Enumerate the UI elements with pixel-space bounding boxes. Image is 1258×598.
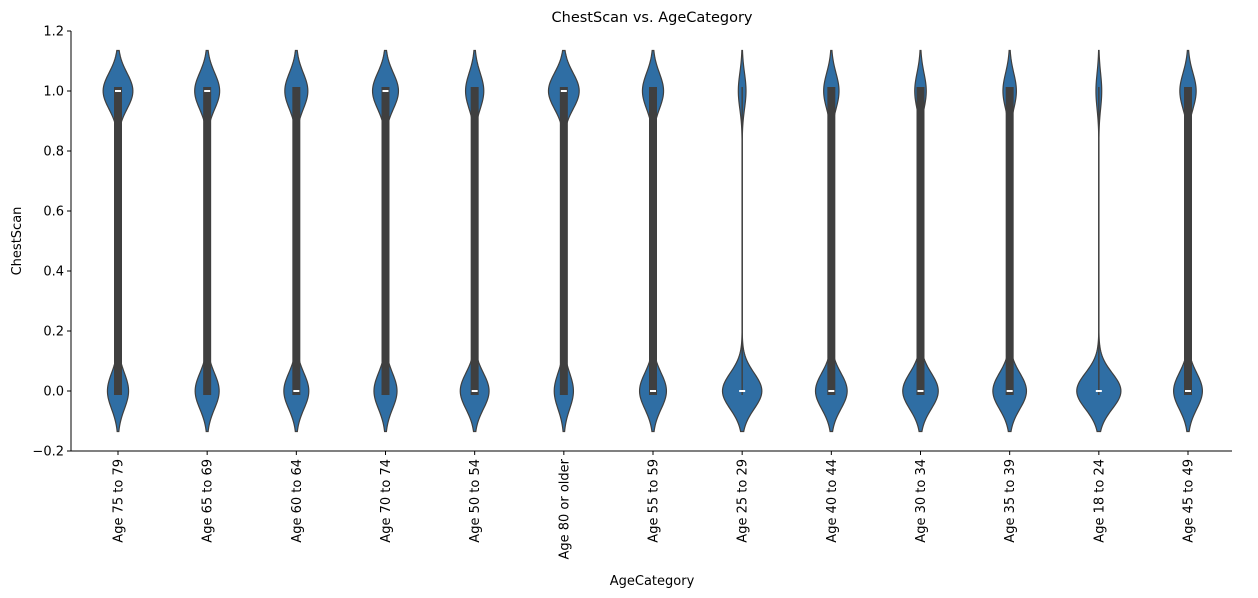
x-tick-label: Age 18 to 24	[1092, 459, 1107, 543]
y-tick-label: 0.4	[43, 265, 64, 280]
x-tick-label: Age 65 to 69	[201, 459, 216, 543]
violin-iqr-box	[916, 87, 925, 395]
x-tick-label: Age 75 to 79	[112, 459, 127, 543]
x-tick-label: Age 40 to 44	[825, 459, 840, 543]
violin-iqr-box	[292, 87, 301, 395]
violins	[102, 49, 1203, 433]
violin-iqr-box	[649, 87, 657, 395]
violin-median	[917, 390, 924, 392]
violin-iqr-box	[1184, 87, 1192, 395]
violin-iqr-box	[1005, 87, 1014, 395]
y-tick-label: 0.0	[43, 385, 64, 400]
x-tick-label: Age 55 to 59	[647, 459, 662, 543]
x-tick-label: Age 60 to 64	[290, 459, 305, 543]
x-tick-label: Age 45 to 49	[1182, 459, 1197, 543]
y-axis-label: ChestScan	[10, 207, 25, 276]
y-tick-label: 0.6	[43, 205, 64, 220]
x-tick-label: Age 50 to 54	[468, 459, 483, 543]
violin-median	[1006, 390, 1013, 392]
x-tick-label: Age 35 to 39	[1003, 459, 1018, 543]
violin-median	[471, 390, 478, 392]
y-tick-label: 1.0	[43, 85, 64, 100]
x-tick-label: Age 25 to 29	[736, 459, 751, 543]
violin-median	[560, 90, 567, 92]
violin-median	[204, 90, 211, 92]
violin-iqr-box	[381, 87, 390, 395]
violin-median	[1185, 390, 1191, 392]
violin-median	[739, 390, 746, 392]
violin-median	[1095, 390, 1102, 392]
violin-iqr-box	[559, 87, 568, 395]
x-tick-label: Age 80 or older	[557, 458, 572, 559]
violin-iqr-box	[470, 87, 479, 395]
y-tick-label: −0.2	[32, 445, 64, 460]
axes	[70, 31, 1232, 452]
x-tick-label: Age 70 to 74	[379, 459, 394, 543]
y-tick-label: 0.2	[43, 325, 64, 340]
x-axis-label: AgeCategory	[610, 574, 695, 589]
y-tick-label: 1.2	[43, 25, 64, 40]
violin-median	[650, 390, 656, 392]
violin-median	[382, 90, 389, 92]
violin-median	[115, 90, 121, 92]
violin-iqr-box	[827, 87, 836, 395]
y-tick-label: 0.8	[43, 145, 64, 160]
chart-title: ChestScan vs. AgeCategory	[552, 10, 753, 26]
violin-median	[293, 390, 300, 392]
x-tick-label: Age 30 to 34	[914, 459, 929, 543]
y-ticks: −0.2 0.0 0.2 0.4 0.6 0.8 1.0 1.2	[32, 25, 71, 460]
x-ticks: Age 75 to 79 Age 65 to 69 Age 60 to 64 Age …	[112, 451, 1197, 560]
violin-iqr-box	[114, 87, 122, 395]
violin-median	[828, 390, 835, 392]
violin-iqr-box	[203, 87, 212, 395]
